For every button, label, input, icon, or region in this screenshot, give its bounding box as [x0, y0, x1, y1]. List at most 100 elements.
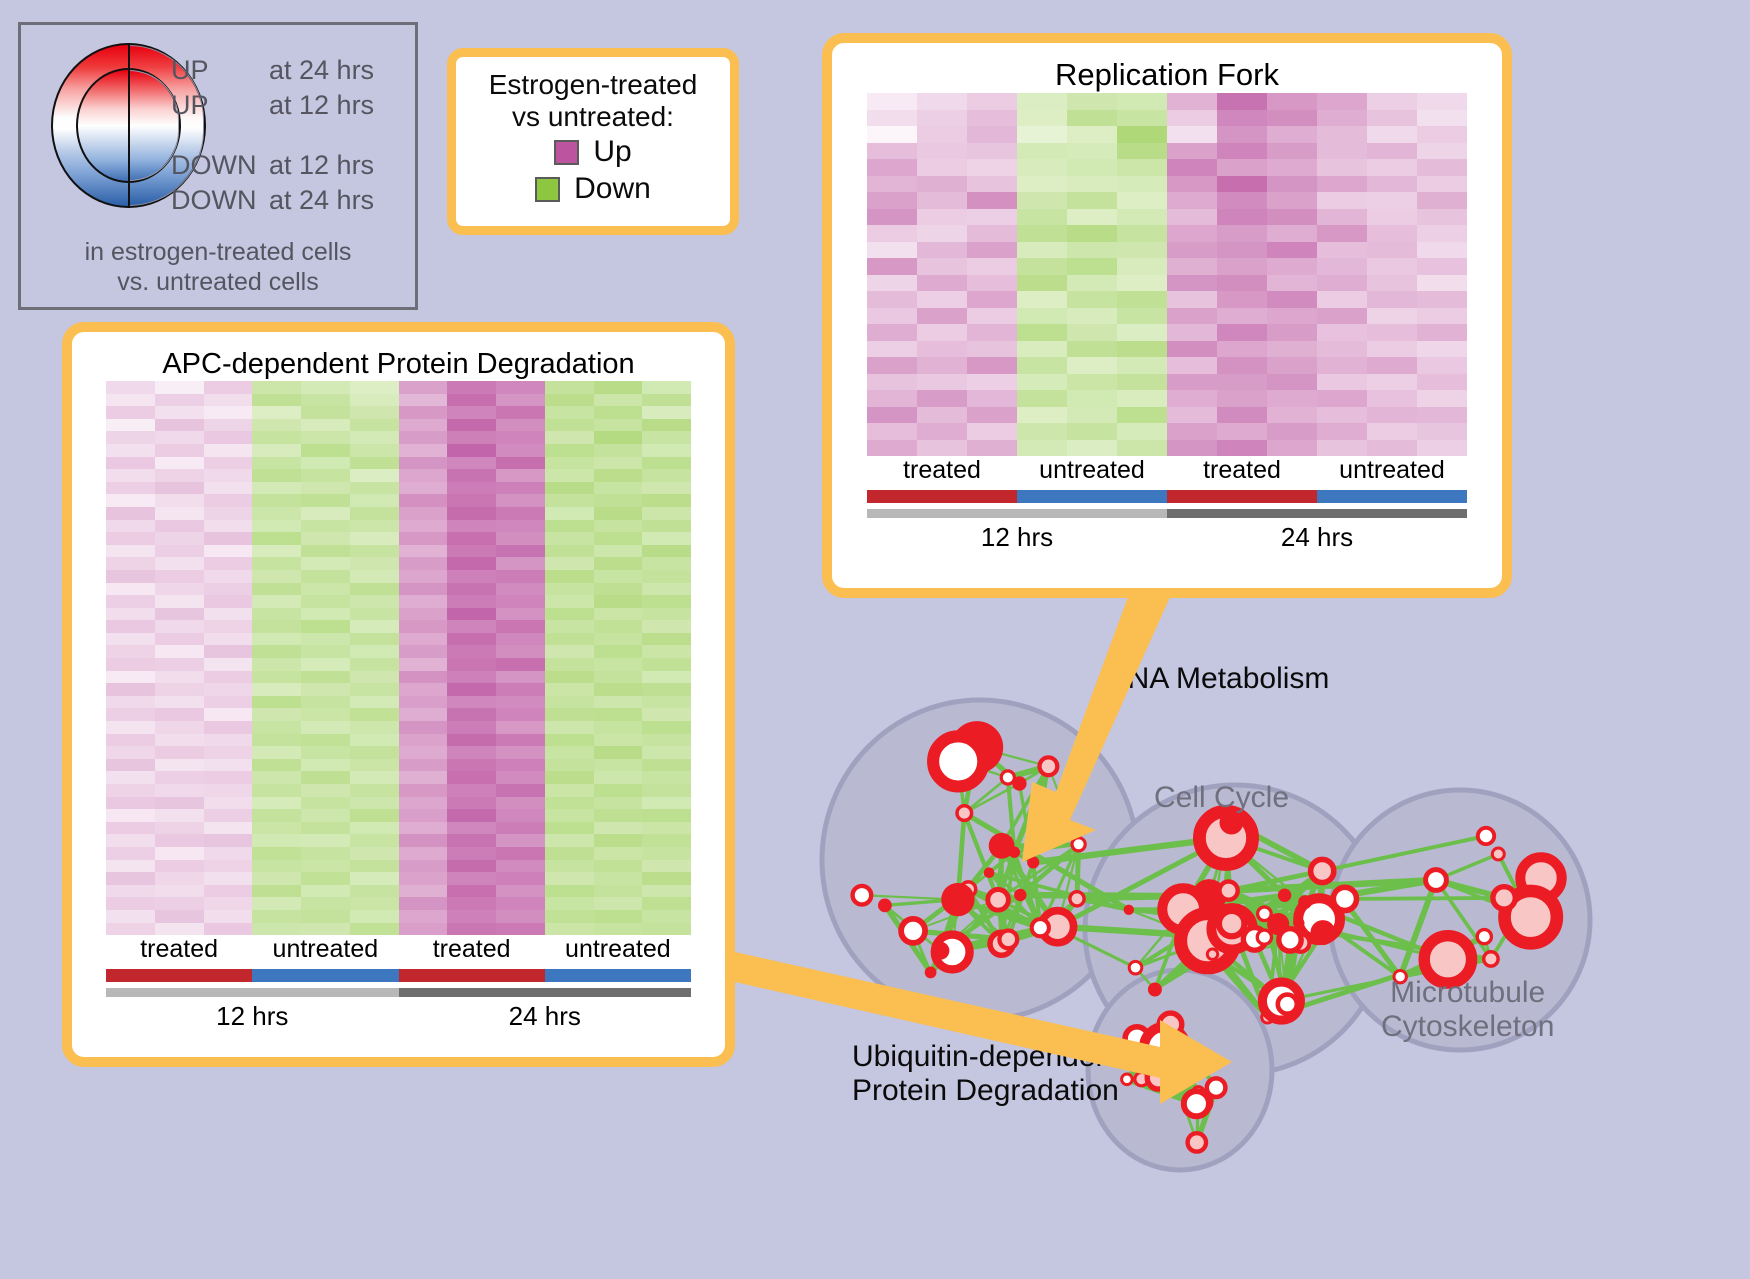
heatmap-cell	[301, 607, 350, 621]
heatmap-cell	[496, 771, 545, 784]
heatmap-cell	[301, 796, 350, 810]
heatmap-cell	[593, 443, 643, 457]
heatmap-cell	[496, 532, 545, 545]
heatmap-cell	[203, 456, 253, 470]
heatmap-cell	[154, 708, 204, 722]
heatmap-cell	[349, 481, 399, 495]
heatmap-cell	[593, 519, 643, 533]
heatmap-cell	[106, 809, 155, 822]
heatmap-cell	[1417, 142, 1467, 159]
heatmap-cell	[1267, 340, 1317, 357]
heatmap-cell	[447, 519, 496, 533]
heatmap-cell	[154, 809, 204, 822]
heatmap-cell	[301, 909, 350, 923]
wheel-val-down-24: at 24 hrs	[269, 185, 375, 215]
heatmap-cell	[203, 922, 253, 936]
network-node	[1144, 1063, 1173, 1092]
heatmap-cell	[1117, 208, 1167, 225]
heatmap-cell	[1317, 423, 1367, 440]
heatmap-cell	[301, 632, 350, 646]
network-node	[1123, 904, 1134, 915]
heatmap-cell	[154, 557, 204, 570]
heatmap-cell	[301, 733, 350, 747]
heatmap-cell	[398, 683, 448, 696]
network-node	[1498, 884, 1564, 950]
heatmap-cell	[252, 469, 301, 482]
heatmap-cell	[1217, 406, 1267, 423]
heatmap-cell	[252, 582, 301, 596]
heatmap-cell	[1217, 340, 1267, 357]
heatmap-cell	[1017, 357, 1067, 374]
heatmap-cell	[252, 381, 301, 394]
heatmap-cell	[398, 909, 448, 923]
heatmap-cell	[1317, 390, 1367, 407]
heatmap-cell	[154, 922, 204, 936]
heatmap-cell	[301, 481, 350, 495]
heatmap-cell	[917, 258, 967, 275]
heatmap-cell	[252, 544, 301, 558]
heatmap-cell	[496, 658, 545, 671]
heatmap-cell	[544, 796, 594, 810]
heatmap-cell	[349, 393, 399, 407]
heatmap-cell	[917, 439, 967, 456]
network-node	[999, 769, 1016, 786]
heatmap-cell	[349, 733, 399, 747]
heatmap-cell	[544, 632, 594, 646]
heatmap-cell	[203, 557, 253, 570]
heatmap-cell	[593, 884, 643, 898]
heatmap-cell	[642, 846, 691, 860]
heatmap-cell	[1317, 357, 1367, 374]
heatmap-cell	[301, 872, 350, 885]
heatmap-cell	[398, 632, 448, 646]
heatmap-cell	[967, 175, 1017, 192]
heatmap-cell	[301, 758, 350, 772]
heatmap-cell	[106, 481, 155, 495]
heatmap-cell	[252, 796, 301, 810]
network-node	[1490, 883, 1518, 912]
heatmap-cell	[642, 582, 691, 596]
heatmap-cell	[593, 494, 643, 507]
heatmap-cell	[593, 469, 643, 482]
heatmap-cell	[496, 746, 545, 759]
heatmap-cell	[1117, 340, 1167, 357]
heatmap-cell	[447, 721, 496, 734]
heatmap-cell	[1417, 126, 1467, 143]
heatmap-cell	[867, 208, 917, 225]
heatmap-cell	[867, 324, 917, 341]
heatmap-cell	[398, 922, 448, 936]
heatmap-cell	[301, 393, 350, 407]
heatmap-cell	[1267, 439, 1317, 456]
heatmap-cell	[593, 381, 643, 394]
heatmap-cell	[544, 506, 594, 520]
heatmap-cell	[154, 670, 204, 684]
network-node	[1307, 856, 1337, 886]
heatmap-cell	[301, 859, 350, 873]
heatmap-cell	[1067, 208, 1117, 225]
heatmap-cell	[1217, 109, 1267, 126]
heatmap-cell	[593, 922, 643, 936]
colour-wheel-legend: UP at 24 hrs UP at 12 hrs DOWN at 12 hrs…	[18, 22, 418, 310]
heatmap-cell	[252, 884, 301, 898]
heatmap-cell	[593, 695, 643, 709]
heatmap-cell	[867, 159, 917, 176]
heatmap-cell	[1417, 324, 1467, 341]
heatmap-cell	[1117, 175, 1167, 192]
heatmap-cell	[398, 859, 448, 873]
heatmap-cell	[593, 506, 643, 520]
heatmap-cell	[593, 721, 643, 734]
heatmap-cell	[398, 569, 448, 583]
heatmap-cell	[203, 569, 253, 583]
heatmap-cell	[593, 758, 643, 772]
heatmap-cell	[398, 733, 448, 747]
network-node	[1068, 889, 1086, 908]
network-node	[1293, 917, 1305, 929]
heatmap-cell	[593, 645, 643, 659]
heatmap-cell	[593, 859, 643, 873]
heatmap-cell	[1417, 241, 1467, 258]
heatmap-cell	[1067, 340, 1117, 357]
heatmap-cell	[496, 607, 545, 621]
heatmap-cell	[1217, 357, 1267, 374]
heatmap-cell	[349, 431, 399, 444]
heatmap-cell	[496, 381, 545, 394]
heatmap-cell	[593, 809, 643, 822]
